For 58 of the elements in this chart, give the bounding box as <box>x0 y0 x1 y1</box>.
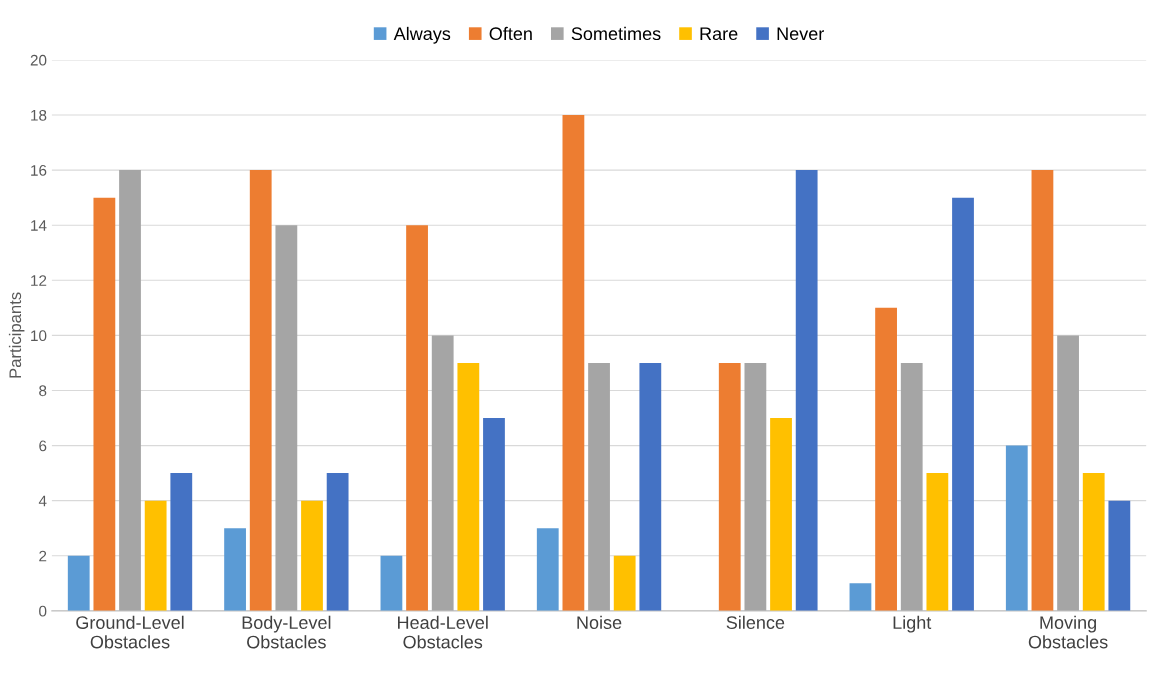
bar <box>952 197 974 611</box>
bar <box>1057 335 1079 611</box>
y-tick-label: 16 <box>31 164 47 176</box>
bar <box>900 362 923 611</box>
bar <box>1005 445 1028 611</box>
bar <box>326 473 349 611</box>
bar <box>380 555 403 611</box>
bar <box>795 170 818 611</box>
bar <box>431 335 454 611</box>
y-tick-label: 0 <box>39 605 47 617</box>
bar <box>249 170 272 611</box>
y-tick-label: 10 <box>31 330 47 342</box>
x-tick-label: Body-Level Obstacles <box>242 615 331 649</box>
bar <box>93 197 116 611</box>
bar <box>562 115 585 611</box>
bar <box>483 418 505 611</box>
legend-label: Never <box>777 27 824 41</box>
y-tick-label: 4 <box>38 495 47 507</box>
y-tick-label: 14 <box>31 220 47 231</box>
bar <box>275 225 298 611</box>
bar <box>1108 500 1131 611</box>
x-tick-label: Noise <box>577 615 622 629</box>
y-tick-label: 12 <box>31 275 47 286</box>
bar <box>406 225 428 611</box>
x-tick-label: Ground-Level Obstacles <box>76 615 184 649</box>
y-tick-label: 18 <box>31 109 47 121</box>
bar <box>1082 473 1105 611</box>
bar <box>849 583 872 611</box>
bar <box>770 418 792 611</box>
legend-label: Sometimes <box>571 26 661 41</box>
x-tick-label: Light <box>893 615 932 633</box>
bar <box>170 473 193 611</box>
legend-label: Often <box>489 26 532 41</box>
bar <box>1031 170 1054 611</box>
bar <box>744 362 767 611</box>
bar <box>639 362 662 611</box>
bar <box>119 170 141 611</box>
bar <box>588 362 610 611</box>
bar <box>457 362 480 611</box>
bar <box>926 473 949 611</box>
bar <box>67 555 90 611</box>
bar <box>718 362 741 611</box>
x-tick-label: Head-Level Obstacles <box>398 615 488 649</box>
bar <box>875 307 897 611</box>
bar <box>536 528 559 611</box>
legend-label: Always <box>393 26 451 44</box>
y-axis-title: Participants <box>8 292 25 378</box>
bar <box>224 528 246 611</box>
bar <box>301 500 323 611</box>
y-tick-label: 6 <box>39 440 47 452</box>
x-tick-label: Silence <box>726 615 785 629</box>
y-tick-label: 2 <box>39 550 47 562</box>
legend-label: Rare <box>700 27 738 41</box>
y-tick-label: 20 <box>30 54 47 66</box>
bar <box>144 500 167 611</box>
bar <box>613 555 636 611</box>
x-tick-label: Moving Obstacles <box>1028 615 1108 649</box>
y-tick-label: 8 <box>39 385 47 397</box>
